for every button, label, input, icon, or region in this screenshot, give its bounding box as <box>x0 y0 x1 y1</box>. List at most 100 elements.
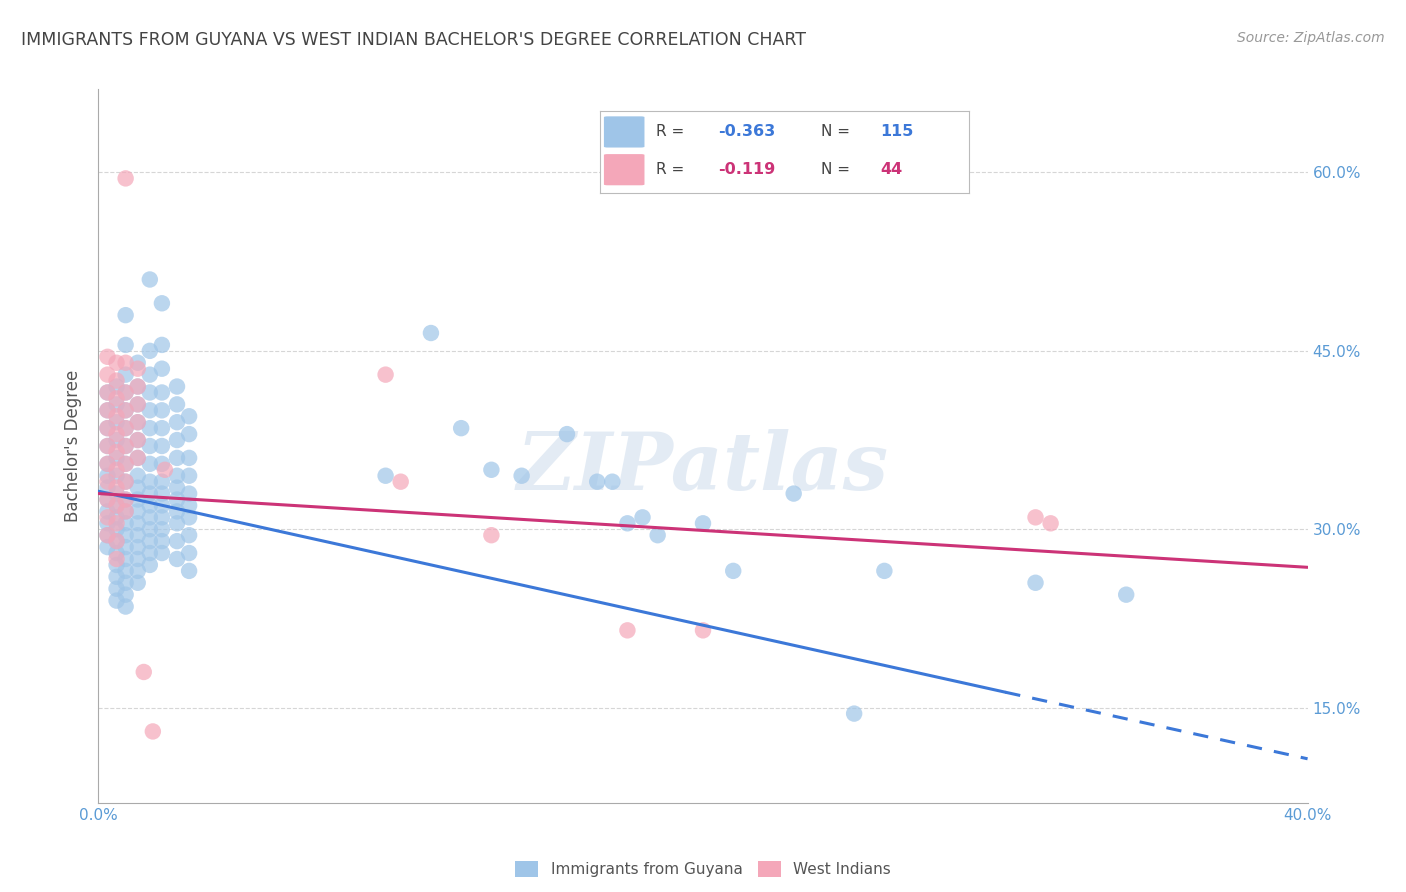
Point <box>105 593 128 607</box>
Point <box>166 492 188 507</box>
Point <box>692 516 714 531</box>
Point <box>142 724 165 739</box>
Point <box>105 468 128 483</box>
Point <box>139 439 162 453</box>
Point <box>105 392 128 406</box>
Point <box>139 486 162 500</box>
Point <box>127 450 149 465</box>
Point <box>105 450 128 465</box>
Point <box>179 450 201 465</box>
Point <box>114 403 136 417</box>
Text: ZIPatlas: ZIPatlas <box>517 429 889 506</box>
Point <box>723 564 745 578</box>
Point <box>150 546 173 560</box>
Point <box>96 439 118 453</box>
Point <box>150 486 173 500</box>
Point <box>1115 588 1137 602</box>
Point <box>1024 510 1046 524</box>
Point <box>105 445 128 459</box>
Point <box>179 546 201 560</box>
Point <box>150 361 173 376</box>
Point <box>616 516 638 531</box>
Point <box>783 486 806 500</box>
Point <box>96 481 118 495</box>
Point <box>166 450 188 465</box>
Text: IMMIGRANTS FROM GUYANA VS WEST INDIAN BACHELOR'S DEGREE CORRELATION CHART: IMMIGRANTS FROM GUYANA VS WEST INDIAN BA… <box>21 31 806 49</box>
Point <box>96 510 118 524</box>
Point <box>139 522 162 536</box>
Point <box>374 468 396 483</box>
Point <box>114 385 136 400</box>
Point <box>166 468 188 483</box>
Point <box>150 499 173 513</box>
Point <box>150 457 173 471</box>
Point <box>150 439 173 453</box>
Point <box>139 510 162 524</box>
Point <box>127 516 149 531</box>
Point <box>105 546 128 560</box>
Point <box>631 510 654 524</box>
Point <box>127 433 149 447</box>
Point <box>96 368 118 382</box>
Point <box>179 409 201 424</box>
Point <box>873 564 896 578</box>
Point <box>114 385 136 400</box>
Point <box>510 468 533 483</box>
Point <box>114 588 136 602</box>
Point <box>153 463 176 477</box>
Point <box>179 468 201 483</box>
Point <box>1039 516 1062 531</box>
Point <box>139 475 162 489</box>
Point <box>139 546 162 560</box>
Point <box>105 397 128 411</box>
Point <box>105 415 128 429</box>
Point <box>692 624 714 638</box>
Point <box>602 475 624 489</box>
Point <box>647 528 669 542</box>
Point <box>1024 575 1046 590</box>
Point <box>105 534 128 549</box>
Point <box>105 499 128 513</box>
Point <box>150 403 173 417</box>
Point <box>96 492 118 507</box>
Point <box>114 308 136 322</box>
Point <box>586 475 609 489</box>
Point <box>105 510 128 524</box>
Point <box>139 421 162 435</box>
Point <box>114 368 136 382</box>
Point <box>127 564 149 578</box>
Point <box>96 350 118 364</box>
Point <box>114 516 136 531</box>
Point <box>127 481 149 495</box>
Point <box>139 457 162 471</box>
Point <box>179 499 201 513</box>
Point <box>132 665 155 679</box>
Point <box>150 475 173 489</box>
Point <box>105 463 128 477</box>
Point <box>139 558 162 572</box>
Point <box>389 475 412 489</box>
Point <box>150 534 173 549</box>
Y-axis label: Bachelor's Degree: Bachelor's Degree <box>65 370 83 522</box>
Point <box>114 575 136 590</box>
Point <box>179 528 201 542</box>
Point <box>114 475 136 489</box>
Point <box>105 433 128 447</box>
Point <box>114 457 136 471</box>
Point <box>96 457 118 471</box>
Point <box>150 385 173 400</box>
Point <box>114 356 136 370</box>
Point <box>96 385 118 400</box>
Point <box>114 599 136 614</box>
Point <box>127 379 149 393</box>
Point <box>166 397 188 411</box>
Point <box>166 379 188 393</box>
Point <box>127 468 149 483</box>
Point <box>105 409 128 424</box>
Point <box>114 439 136 453</box>
Point <box>105 582 128 596</box>
Point <box>450 421 472 435</box>
Point <box>166 415 188 429</box>
Point <box>150 421 173 435</box>
Point <box>96 439 118 453</box>
